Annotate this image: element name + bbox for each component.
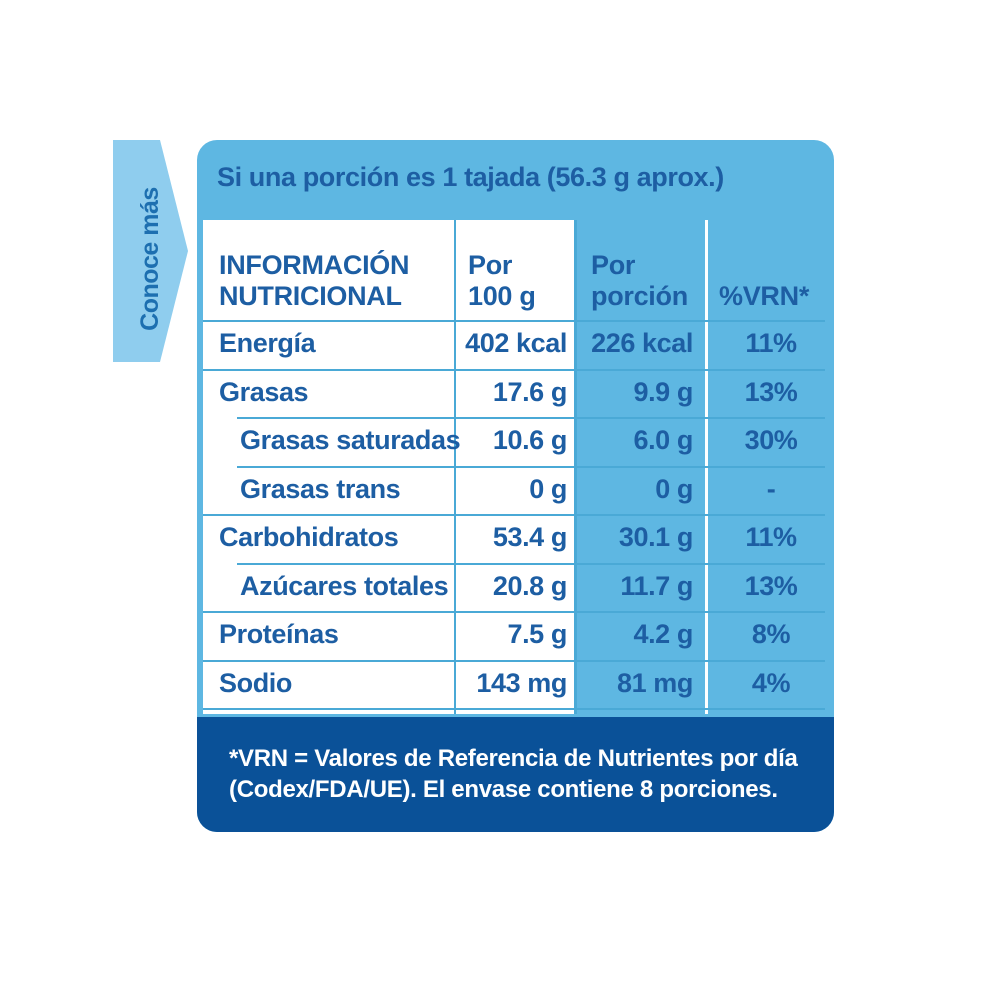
row-separator xyxy=(203,708,825,710)
header-nutrient: INFORMACIÓN NUTRICIONAL xyxy=(219,250,409,312)
header-per-portion-line-2: porción xyxy=(591,281,688,311)
conoce-mas-label: Conoce más xyxy=(136,187,164,331)
header-per-100g: Por 100 g xyxy=(468,250,536,312)
header-per-portion-line-1: Por xyxy=(591,250,636,280)
row-separator xyxy=(237,562,825,565)
value-per-100g: 7.5 g xyxy=(507,619,567,649)
nutrient-name: Energía xyxy=(219,328,316,358)
value-vrn: 13% xyxy=(744,570,798,601)
row-separator xyxy=(203,368,825,371)
nutrient-name: Grasas saturadas xyxy=(240,425,461,455)
footer-note: *VRN = Valores de Referencia de Nutrient… xyxy=(197,717,834,832)
row-separator xyxy=(237,417,825,419)
header-per-portion: Por porción xyxy=(591,250,688,312)
value-per-portion: 9.9 g xyxy=(633,376,693,407)
value-vrn: 11% xyxy=(745,328,797,358)
value-vrn: - xyxy=(766,473,776,504)
nutrient-name: Azúcares totales xyxy=(240,570,449,601)
row-separator xyxy=(203,659,825,662)
nutrition-panel: Si una porción es 1 tajada (56.3 g aprox… xyxy=(197,140,834,832)
row-separator xyxy=(237,465,825,468)
value-per-100g: 53.4 g xyxy=(492,522,568,552)
header-nutrient-line-2: NUTRICIONAL xyxy=(219,281,402,311)
value-vrn: 11% xyxy=(745,522,797,552)
value-per-100g: 0 g xyxy=(529,473,567,504)
value-per-portion: 4.2 g xyxy=(633,619,693,649)
header-per-100g-line-1: Por xyxy=(468,250,513,280)
value-per-100g: 402 kcal xyxy=(465,328,567,358)
conoce-mas-tab[interactable]: Conoce más xyxy=(113,140,188,362)
nutrient-name: Proteínas xyxy=(219,619,339,649)
nutrient-name: Grasas trans xyxy=(240,473,401,504)
nutrient-name: Sodio xyxy=(219,667,292,698)
value-per-portion: 226 kcal xyxy=(591,328,693,358)
value-vrn: 8% xyxy=(751,619,791,649)
footer-line-2: (Codex/FDA/UE). El envase contiene 8 por… xyxy=(229,776,778,803)
value-per-portion: 81 mg xyxy=(616,667,693,698)
row-separator xyxy=(203,514,825,516)
header-nutrient-line-1: INFORMACIÓN xyxy=(219,250,410,280)
tab-arrow-shape xyxy=(113,140,188,362)
row-separator xyxy=(203,320,825,322)
value-vrn: 13% xyxy=(744,376,798,407)
value-per-portion: 11.7 g xyxy=(620,570,693,601)
footer-text: *VRN = Valores de Referencia de Nutrient… xyxy=(229,743,819,805)
value-vrn: 30% xyxy=(744,425,798,455)
value-per-100g: 10.6 g xyxy=(492,425,568,455)
value-per-100g: 17.6 g xyxy=(492,376,568,407)
value-per-100g: 143 mg xyxy=(476,667,567,698)
value-per-100g: 20.8 g xyxy=(492,570,568,601)
nutrient-name: Grasas xyxy=(219,376,309,407)
portion-title: Si una porción es 1 tajada (56.3 g aprox… xyxy=(217,162,724,192)
value-per-portion: 30.1 g xyxy=(618,522,694,552)
header-vrn: %VRN* xyxy=(719,281,810,311)
nutrient-name: Carbohidratos xyxy=(219,522,399,552)
value-vrn: 4% xyxy=(751,667,791,698)
footer-line-1: *VRN = Valores de Referencia de Nutrient… xyxy=(229,745,798,772)
header-per-100g-line-2: 100 g xyxy=(468,281,536,311)
value-per-portion: 6.0 g xyxy=(633,425,693,455)
value-per-portion: 0 g xyxy=(655,473,693,504)
row-separator xyxy=(203,611,825,613)
